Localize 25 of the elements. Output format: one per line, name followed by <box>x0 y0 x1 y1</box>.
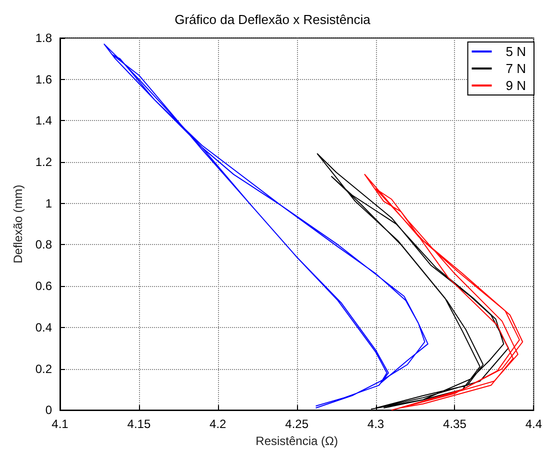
y-tick-label: 0.8 <box>35 238 52 252</box>
line-series <box>364 174 524 411</box>
y-tick-label: 1.6 <box>35 72 52 86</box>
x-tick-label: 4.35 <box>443 417 467 432</box>
legend-label: 5 N <box>506 44 526 59</box>
y-tick-label: 0.6 <box>35 279 52 294</box>
y-tick-label: 1.4 <box>35 114 52 128</box>
x-tick-label: 4.25 <box>285 417 309 432</box>
x-tick-label: 4.4 <box>525 417 542 432</box>
legend-label: 7 N <box>506 61 526 76</box>
y-tick-label: 1.8 <box>35 31 52 45</box>
y-tick-label: 0.2 <box>35 362 52 376</box>
chart-title: Gráfico da Deflexão x Resistência <box>174 12 372 27</box>
legend-label: 9 N <box>506 78 526 93</box>
x-tick-label: 4.15 <box>127 417 151 432</box>
y-tick-label: 0.4 <box>35 320 52 334</box>
y-tick-label: 1 <box>45 196 52 210</box>
y-axis-title: Deflexão (mm) <box>11 184 25 264</box>
x-tick-label: 4.2 <box>210 417 227 432</box>
x-axis-title: Resistência (Ω) <box>256 434 338 448</box>
y-tick-label: 0 <box>45 403 52 418</box>
line-series <box>104 44 428 409</box>
y-tick-label: 1.2 <box>35 155 52 170</box>
x-tick-label: 4.3 <box>367 417 384 432</box>
x-tick-label: 4.1 <box>52 417 69 432</box>
